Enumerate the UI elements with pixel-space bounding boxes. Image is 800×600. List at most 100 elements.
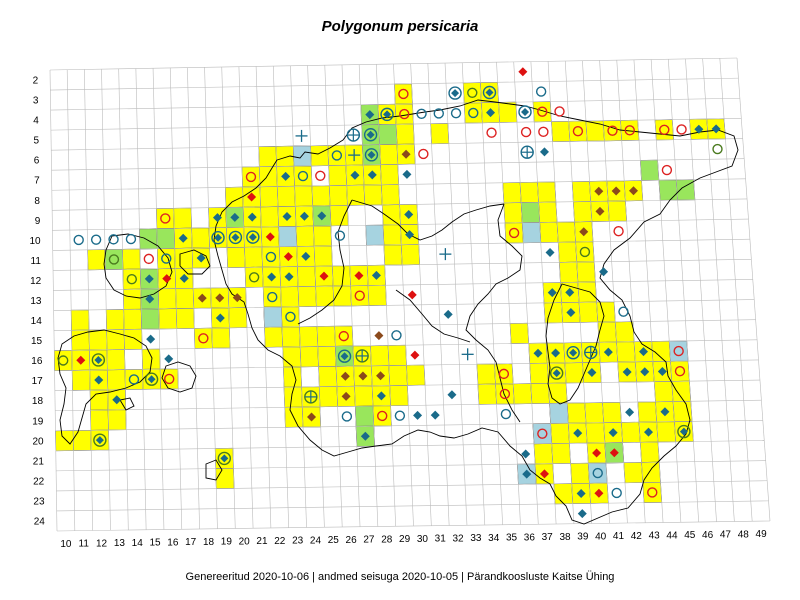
marker-circle [399,108,410,120]
cell-yellow [283,366,302,388]
marker-circle [673,345,684,357]
marker-circle [607,125,618,136]
cell-yellow [88,329,108,351]
marker-diamond [521,449,531,459]
diamond-symbol [486,108,496,118]
cell-yellow [107,409,127,431]
cell-yellow [406,364,426,386]
cell-yellow [370,345,390,367]
cell-yellow [157,288,177,310]
column-label: 37 [542,532,554,543]
diamond-symbol [539,147,549,157]
marker-circle [579,246,591,258]
marker-diamond [551,348,561,358]
grid-line-vertical [135,68,147,530]
marker-circle-diamond [91,353,106,367]
circle-symbol [676,124,687,135]
grid-line-vertical [736,57,771,522]
row-label: 2 [33,76,39,87]
cell-yellow [280,306,300,328]
marker-diamond [539,469,549,479]
circle-symbol [467,87,478,98]
circle-symbol [416,108,427,119]
cell-lightblue [278,226,298,248]
marker-circle [126,274,138,285]
marker-plus [295,129,308,142]
grid-line-vertical [49,69,58,532]
circle-symbol [450,107,462,119]
diamond-symbol [644,427,654,437]
marker-circle [661,164,673,176]
internal-border-north [351,199,505,241]
marker-circle [467,87,478,98]
cell-yellow [367,284,387,306]
grid-line-vertical [547,61,575,524]
column-labels: 10 11 12 13 14 15 16 17 18 19 20 21 22 23 24 25 26 27 28 29… [60,529,767,550]
marker-diamond [350,170,360,180]
column-label: 49 [756,529,768,540]
marker-circle [160,213,171,224]
mainland-outline [213,99,739,525]
diamond-symbol [413,410,423,420]
circle-symbol [285,311,296,323]
column-label: 43 [649,531,661,542]
diamond-symbol [146,334,156,344]
circle-symbol [245,171,257,183]
circle-symbol [647,487,658,498]
marker-diamond [639,347,649,357]
cell-yellow [602,401,622,424]
cell-yellow [315,285,335,307]
circle-symbol [398,88,409,100]
marker-diamond [404,210,414,220]
column-label: 33 [470,533,482,544]
column-label: 13 [114,538,126,549]
cell-yellow [122,248,141,270]
circle-symbol [448,86,462,100]
internal-border-east [465,203,523,423]
diamond-symbol [374,331,384,341]
diamond-symbol [711,124,721,134]
circle-symbol [391,330,402,341]
diamond-symbol [248,233,257,242]
cell-yellow [381,184,400,206]
grid-line-horizontal [53,259,752,271]
cell-yellow [530,382,550,404]
cell-yellow [551,120,571,143]
circle-symbol [228,230,243,245]
marker-diamond [547,288,557,298]
diamond-symbol [365,110,375,120]
marker-circle [508,227,520,239]
marker-diamond [518,67,528,77]
circle-symbol [482,85,497,100]
circle-symbol [331,150,343,161]
cell-yellow [637,401,658,423]
marker-diamond [360,431,370,441]
marker-circle [535,86,547,97]
diamond-symbol [376,371,386,381]
marker-diamond [603,347,613,357]
cell-yellow [670,360,690,382]
map-footer: Genereeritud 2020-10-06 | andmed seisuga… [185,571,615,583]
marker-diamond [595,206,605,216]
cell-yellow [533,443,554,465]
cell-yellow [158,308,178,330]
grid-line-vertical [444,63,468,526]
marker-circle-diamond [448,86,462,100]
grid-line-vertical [101,69,111,531]
grid-line-horizontal [53,279,753,291]
cell-lightblue [365,224,385,246]
cell-yellow [318,366,338,388]
column-label: 39 [577,532,589,543]
cell-yellow [576,261,596,283]
circle-symbol [363,128,378,142]
marker-circle-diamond [518,105,532,119]
cell-yellow [430,123,450,145]
circle-symbol [164,373,175,385]
marker-plus [348,149,361,162]
row-label: 20 [33,436,45,447]
marker-diamond [443,309,453,319]
cell-yellow [175,287,195,309]
marker-diamond [230,212,240,222]
grid-line-vertical [513,61,539,525]
saaremaa-island [57,329,153,445]
